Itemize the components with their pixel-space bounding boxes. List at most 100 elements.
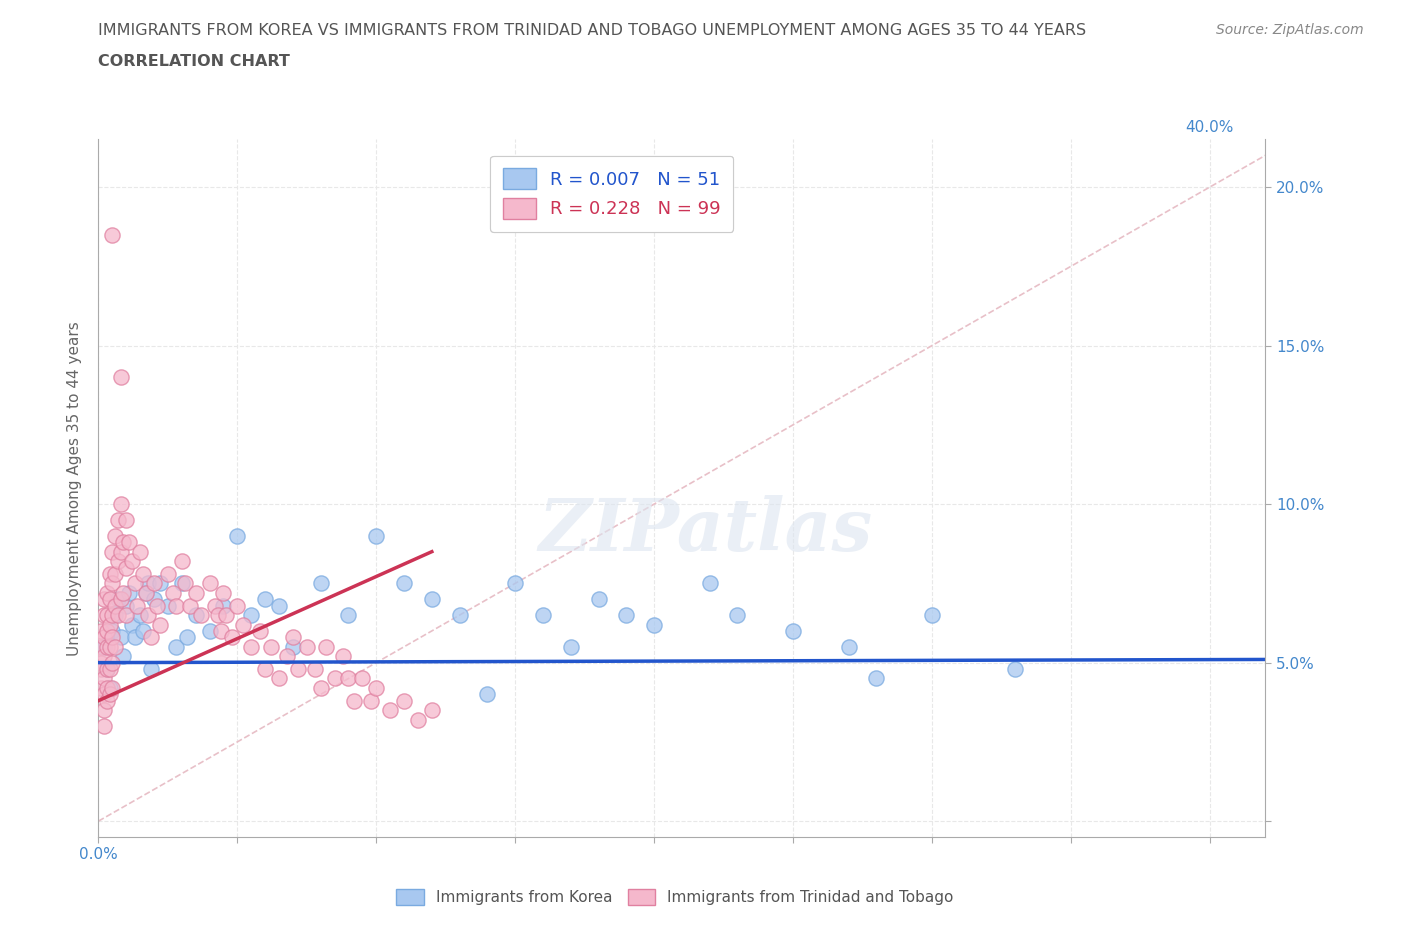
Point [104,528,127,543]
Point [98,618,121,632]
Point [115,607,138,622]
Point [93,687,115,702]
Point [699,576,721,591]
Point [148,618,170,632]
Point [343,693,366,708]
Point [165,598,187,613]
Point [104,639,127,654]
Point [921,607,943,622]
Point [90,623,112,638]
Point [90,655,112,670]
Point [96,607,118,622]
Point [588,591,610,606]
Point [101,630,124,644]
Point [110,497,132,512]
Point [110,630,132,644]
Point [90,639,112,654]
Point [221,630,243,644]
Point [93,671,115,686]
Point [198,576,221,591]
Point [156,598,179,613]
Point [101,681,124,696]
Point [254,661,277,676]
Point [420,591,443,606]
Point [101,623,124,638]
Point [295,639,318,654]
Point [287,661,309,676]
Point [212,586,235,601]
Point [115,512,138,527]
Point [614,607,637,622]
Point [198,623,221,638]
Point [406,712,429,727]
Point [215,607,238,622]
Point [366,681,388,696]
Point [112,649,135,664]
Point [143,576,166,591]
Point [323,671,346,686]
Point [304,661,326,676]
Text: ZIPatlas: ZIPatlas [538,495,872,565]
Point [337,671,360,686]
Point [96,623,118,638]
Legend: Immigrants from Korea, Immigrants from Trinidad and Tobago: Immigrants from Korea, Immigrants from T… [388,882,962,913]
Point [101,227,124,242]
Point [93,591,115,606]
Point [337,607,360,622]
Point [226,528,249,543]
Point [96,661,118,676]
Point [162,586,184,601]
Point [240,639,263,654]
Point [104,566,127,581]
Point [392,576,415,591]
Point [141,630,163,644]
Point [267,598,290,613]
Point [170,553,193,568]
Legend: R = 0.007   N = 51, R = 0.228   N = 99: R = 0.007 N = 51, R = 0.228 N = 99 [491,155,734,232]
Point [173,576,195,591]
Point [132,623,155,638]
Point [98,687,121,702]
Point [107,553,129,568]
Point [96,661,118,676]
Point [107,512,129,527]
Point [249,623,271,638]
Point [865,671,887,686]
Point [104,607,127,622]
Point [378,703,402,718]
Point [179,598,201,613]
Point [138,607,160,622]
Point [93,703,115,718]
Point [93,607,115,622]
Point [112,586,135,601]
Point [360,693,382,708]
Point [101,576,124,591]
Point [782,623,804,638]
Point [204,598,226,613]
Point [98,681,121,696]
Point [107,607,129,622]
Point [366,528,388,543]
Point [281,639,304,654]
Point [209,623,232,638]
Point [560,639,582,654]
Point [118,535,141,550]
Point [176,630,198,644]
Point [118,586,141,601]
Point [332,649,354,664]
Point [110,544,132,559]
Point [146,598,169,613]
Point [135,586,157,601]
Point [232,618,254,632]
Point [110,591,132,606]
Point [240,607,263,622]
Point [112,535,135,550]
Point [132,566,155,581]
Point [124,630,146,644]
Point [101,607,124,622]
Point [141,661,163,676]
Point [184,586,207,601]
Point [110,370,132,385]
Point [156,566,179,581]
Point [260,639,283,654]
